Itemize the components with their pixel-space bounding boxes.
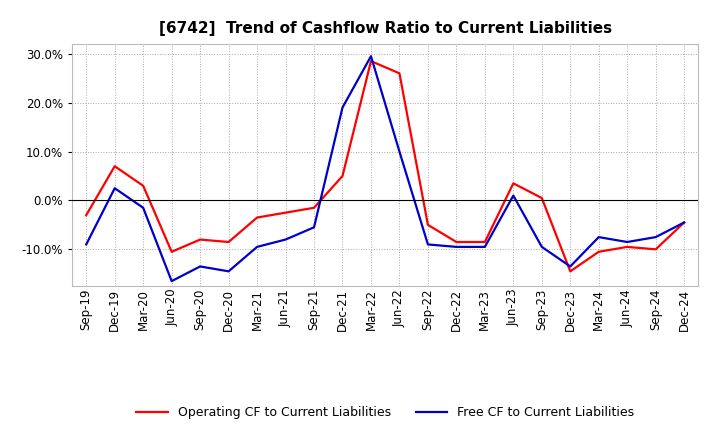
Line: Free CF to Current Liabilities: Free CF to Current Liabilities bbox=[86, 56, 684, 281]
Operating CF to Current Liabilities bbox=[566, 269, 575, 274]
Operating CF to Current Liabilities bbox=[423, 222, 432, 227]
Free CF to Current Liabilities bbox=[566, 264, 575, 269]
Operating CF to Current Liabilities bbox=[623, 244, 631, 249]
Free CF to Current Liabilities bbox=[366, 54, 375, 59]
Free CF to Current Liabilities bbox=[225, 269, 233, 274]
Operating CF to Current Liabilities bbox=[82, 213, 91, 218]
Free CF to Current Liabilities bbox=[253, 244, 261, 249]
Free CF to Current Liabilities bbox=[310, 225, 318, 230]
Free CF to Current Liabilities bbox=[196, 264, 204, 269]
Free CF to Current Liabilities bbox=[652, 235, 660, 240]
Legend: Operating CF to Current Liabilities, Free CF to Current Liabilities: Operating CF to Current Liabilities, Fre… bbox=[131, 401, 639, 424]
Operating CF to Current Liabilities bbox=[167, 249, 176, 254]
Free CF to Current Liabilities bbox=[480, 244, 489, 249]
Title: [6742]  Trend of Cashflow Ratio to Current Liabilities: [6742] Trend of Cashflow Ratio to Curren… bbox=[158, 21, 612, 36]
Operating CF to Current Liabilities bbox=[196, 237, 204, 242]
Free CF to Current Liabilities bbox=[139, 205, 148, 210]
Free CF to Current Liabilities bbox=[623, 239, 631, 245]
Line: Operating CF to Current Liabilities: Operating CF to Current Liabilities bbox=[86, 61, 684, 271]
Operating CF to Current Liabilities bbox=[282, 210, 290, 215]
Free CF to Current Liabilities bbox=[423, 242, 432, 247]
Free CF to Current Liabilities bbox=[537, 244, 546, 249]
Operating CF to Current Liabilities bbox=[480, 239, 489, 245]
Free CF to Current Liabilities bbox=[595, 235, 603, 240]
Free CF to Current Liabilities bbox=[110, 186, 119, 191]
Free CF to Current Liabilities bbox=[167, 279, 176, 284]
Operating CF to Current Liabilities bbox=[509, 181, 518, 186]
Free CF to Current Liabilities bbox=[338, 105, 347, 110]
Operating CF to Current Liabilities bbox=[338, 173, 347, 179]
Operating CF to Current Liabilities bbox=[595, 249, 603, 254]
Operating CF to Current Liabilities bbox=[139, 183, 148, 188]
Free CF to Current Liabilities bbox=[509, 193, 518, 198]
Operating CF to Current Liabilities bbox=[310, 205, 318, 210]
Free CF to Current Liabilities bbox=[452, 244, 461, 249]
Free CF to Current Liabilities bbox=[395, 149, 404, 154]
Free CF to Current Liabilities bbox=[680, 220, 688, 225]
Operating CF to Current Liabilities bbox=[110, 164, 119, 169]
Operating CF to Current Liabilities bbox=[652, 247, 660, 252]
Operating CF to Current Liabilities bbox=[366, 59, 375, 64]
Free CF to Current Liabilities bbox=[282, 237, 290, 242]
Operating CF to Current Liabilities bbox=[225, 239, 233, 245]
Operating CF to Current Liabilities bbox=[452, 239, 461, 245]
Operating CF to Current Liabilities bbox=[253, 215, 261, 220]
Operating CF to Current Liabilities bbox=[395, 71, 404, 76]
Operating CF to Current Liabilities bbox=[537, 195, 546, 201]
Operating CF to Current Liabilities bbox=[680, 220, 688, 225]
Free CF to Current Liabilities bbox=[82, 242, 91, 247]
